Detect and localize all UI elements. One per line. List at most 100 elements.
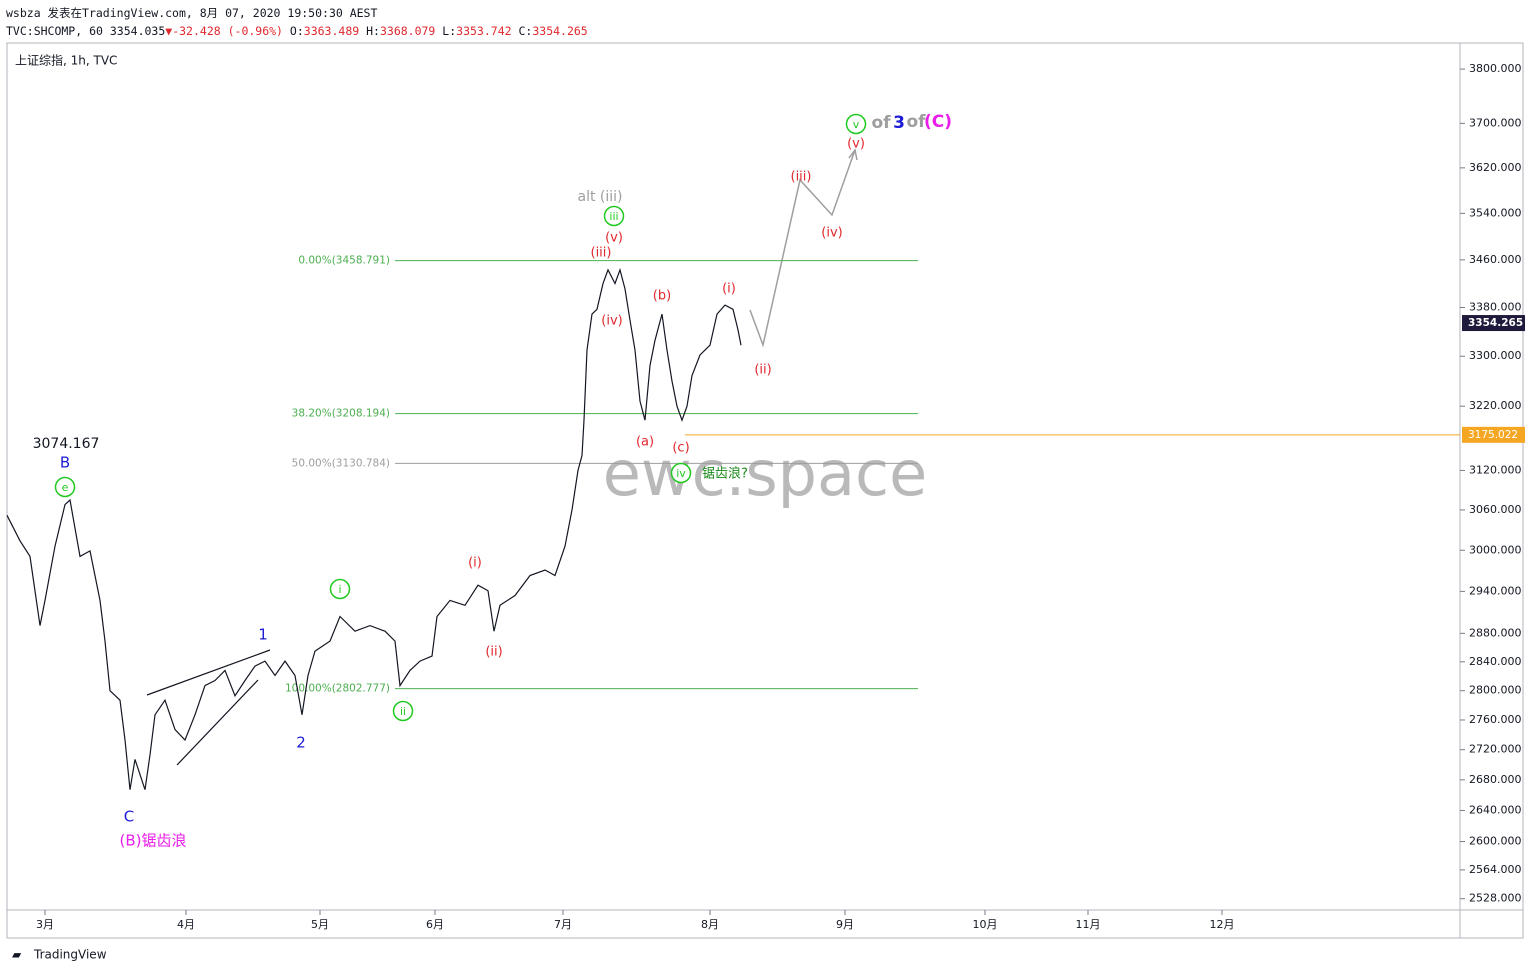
ohlc-value: 3363.489 [303,24,360,38]
y-tick-label: 2880.000 [1469,626,1522,639]
wave-label: 2 [296,734,306,752]
y-tick-label: 3620.000 [1469,161,1522,174]
watermark: ewc.space [603,437,928,510]
x-tick-label: 9月 [836,918,854,931]
fib-label: 0.00%(3458.791) [298,255,390,267]
wave-label: (B)锯齿浪 [120,832,187,850]
wave-circle [670,462,692,484]
y-tick-label: 2680.000 [1469,773,1522,786]
wave-label: (iv) [601,314,622,329]
x-tick-label: 7月 [554,918,572,931]
y-tick-label: 2564.000 [1469,863,1522,876]
change: -32.428 (-0.96%) [172,24,283,38]
wave-label: (i) [468,556,482,571]
y-tick-label: 3060.000 [1469,503,1522,516]
y-tick-label: 2640.000 [1469,803,1522,816]
wedge-line [176,679,259,766]
y-tick-label: 2720.000 [1469,743,1522,756]
y-tick-label: 3000.000 [1469,543,1522,556]
y-tick-label: 3380.000 [1469,300,1522,313]
fib-label: 38.20%(3208.194) [292,408,390,420]
wave-label: 3 [893,113,905,133]
y-tick-label: 2528.000 [1469,892,1522,905]
wave-circle [845,113,867,135]
last-price-tag [1462,315,1525,332]
wave-circle [603,205,625,227]
wave-circle [329,578,351,600]
wave-label: iii [609,210,618,223]
wave-label: (v) [605,231,623,246]
wave-label: alt (iii) [577,189,622,205]
wave-label: (i) [722,282,736,297]
ohlc-value: 3354.265 [532,24,588,38]
wave-label: (iii) [791,170,812,185]
projection-arrowhead [848,148,858,161]
wave-label: (ii) [754,363,771,378]
wave-label: e [62,481,69,494]
chart-title: 上证综指, 1h, TVC [15,53,117,68]
price-line [6,267,742,790]
footer-logo: ▰ [12,948,22,962]
footer: TradingView [33,948,107,962]
wave-label: (a) [636,435,654,450]
wave-label: (c) [672,441,689,456]
wedge-line [146,649,271,696]
x-tick-label: 11月 [1076,918,1101,931]
x-tick-label: 6月 [426,918,444,931]
quote-line: TVC:SHCOMP, 60 3354.035▼-32.428 (-0.96%)… [6,22,588,40]
wave-label: of [871,113,891,133]
wave-label: iv [676,467,686,480]
ohlc-label: L: [442,24,457,38]
last: 3354.035 [109,24,166,38]
wedge [146,649,271,766]
wave-label: 1 [258,626,268,644]
ohlc-label: O: [289,24,304,38]
wave-label: v [853,118,860,131]
fib-label: 50.00%(3130.784) [292,457,390,469]
wave-label: i [338,583,341,596]
y-tick-label: 2760.000 [1469,713,1522,726]
fib-label: 100.00%(2802.777) [285,683,390,695]
y-tick-label: 3460.000 [1469,253,1522,266]
y-tick-label: 3800.000 [1469,62,1522,75]
y-tick-label: 3540.000 [1469,206,1522,219]
wave-circle [392,700,414,722]
ohlc-value: 3368.079 [379,24,436,38]
wave-label: of [906,112,926,132]
symbol: TVC:SHCOMP, 60 [6,24,103,38]
x-tick-label: 10月 [973,918,998,931]
y-tick-label: 3220.000 [1469,399,1522,412]
ohlc-value: 3353.742 [456,24,512,38]
wave-label: (iv) [821,226,842,241]
wave-label: B [60,454,70,472]
wave-label: C [124,808,134,826]
y-tick-label: 3300.000 [1469,349,1522,362]
wave-label: 锯齿浪? [702,467,748,482]
arrow: ▼ [165,24,173,38]
wave-circle [54,476,76,498]
wave-label: (v) [847,137,865,152]
wave-label: (iii) [591,246,612,261]
x-tick-label: 12月 [1210,918,1235,931]
wave-label: (C) [924,112,952,132]
y-tick-label: 2600.000 [1469,835,1522,848]
x-tick-label: 8月 [701,918,719,931]
ohlc-label: C: [518,24,533,38]
frame [6,42,1524,939]
last-price-label: 3354.265 [1468,317,1523,329]
y-tick-label: 2840.000 [1469,655,1522,668]
projection-path [749,149,856,348]
price-tag [1462,426,1525,443]
y-tick-label: 3700.000 [1469,116,1522,129]
header-title: wsbza 发表在TradingView.com, 8月 07, 2020 19… [6,6,378,20]
x-tick-label: 4月 [177,918,195,931]
y-tick-label: 2940.000 [1469,584,1522,597]
x-tick-label: 5月 [311,918,329,931]
price-tag-label: 3175.022 [1468,429,1518,441]
ohlc-label: H: [366,24,380,38]
y-tick-label: 3120.000 [1469,463,1522,476]
header: wsbza 发表在TradingView.com, 8月 07, 2020 19… [6,4,588,40]
wave-label: (ii) [485,645,502,660]
